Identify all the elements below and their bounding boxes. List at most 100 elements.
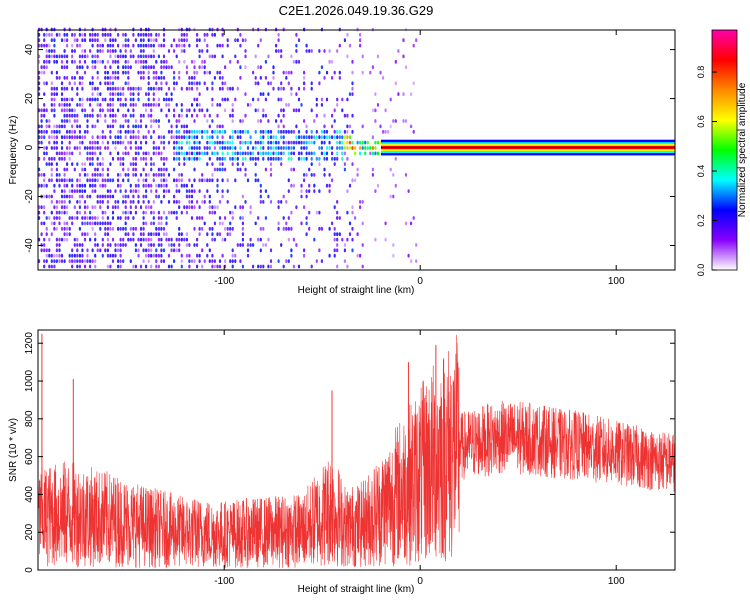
spectrogram-cell [122, 92, 125, 96]
spectrogram-cell [259, 237, 262, 242]
spectrogram-cell [122, 237, 125, 242]
spectrogram-cell [361, 124, 364, 129]
spectrogram-cell [81, 140, 84, 145]
spectrogram-cell [71, 221, 74, 226]
spectrogram-cell [91, 183, 94, 188]
spectrogram-cell [66, 167, 69, 172]
spectrogram-cell [272, 65, 275, 70]
spectrogram-cell [157, 183, 160, 188]
spectrogram-cell [282, 151, 285, 156]
spectrogram-cell [300, 103, 303, 107]
spectrogram-cell [53, 221, 56, 226]
spectrogram-cell [180, 108, 183, 113]
spectrogram-cell [305, 173, 308, 177]
spectrogram-cell [157, 54, 160, 59]
spectrogram-cell [81, 216, 84, 220]
spectrogram-cell [224, 108, 227, 113]
spectrogram-cell [152, 86, 155, 91]
spectrogram-cell [211, 86, 214, 91]
spectrogram-cell [71, 248, 74, 253]
spectrogram-cell [231, 113, 234, 118]
spectrogram-cell [106, 264, 109, 269]
spectrogram-cell [178, 59, 181, 64]
spectrogram-cell [333, 162, 336, 166]
spectrogram-cell [310, 135, 313, 140]
spectrogram-cell [81, 162, 84, 166]
spectrogram-cell [134, 156, 137, 161]
spectrogram-cell [203, 70, 206, 75]
spectrogram-cell [101, 156, 104, 161]
spectrogram-cell [58, 253, 61, 258]
spectrogram-cell [147, 243, 150, 247]
spectrogram-cell [73, 119, 76, 123]
spectrogram-cell [290, 140, 293, 145]
spectrogram-cell [53, 124, 56, 129]
spectrogram-cell [111, 205, 115, 210]
spectrogram-cell [96, 167, 99, 172]
spectrogram-cell [287, 103, 290, 107]
spectrogram-cell [89, 183, 92, 188]
spectrogram-cell [38, 156, 41, 161]
spectrogram-cell [290, 146, 293, 150]
spectrogram-cell [66, 205, 69, 210]
spectrogram-cell [58, 178, 61, 183]
spectrogram-cell [38, 183, 41, 188]
spectrogram-cell [262, 243, 265, 247]
spectrogram-cell [94, 216, 97, 220]
spectrogram-cell [155, 253, 158, 258]
spectrogram-cell [71, 59, 74, 64]
spectrogram-cell [106, 43, 109, 48]
spectrogram-cell [78, 140, 81, 145]
spectrogram-cell [231, 259, 234, 263]
spectrogram-cell [68, 232, 71, 237]
spectrogram-cell [203, 151, 206, 156]
spectrogram-cell [346, 97, 349, 102]
spectrogram-cell [160, 70, 163, 75]
spectrogram-cell [193, 259, 196, 263]
spectrogram-cell [231, 264, 234, 269]
spectrogram-cell [392, 243, 395, 247]
spectrogram-cell [269, 248, 273, 253]
spectrogram-cell [55, 259, 58, 263]
spectrogram-cell [234, 38, 237, 43]
spectrogram-cell [211, 103, 214, 107]
spectrogram-cell [188, 200, 191, 204]
spectrogram-cell [203, 32, 206, 37]
spectrogram-cell [106, 237, 109, 242]
colorbar-label: Normalized spectral amplitude [737, 82, 748, 217]
spectrogram-cell [275, 49, 278, 53]
spectrogram-cell [68, 151, 71, 156]
spectrogram-cell [78, 135, 81, 140]
spectrogram-cell [351, 129, 354, 134]
spectrogram-cell [188, 135, 191, 140]
spectrogram-cell [254, 129, 257, 134]
spectrogram-cell [81, 97, 84, 102]
spectrogram-cell [173, 146, 176, 150]
spectrogram-cell [185, 243, 188, 247]
spectrogram-cell [211, 54, 214, 59]
spectrogram-cell [127, 59, 130, 64]
spectrogram-cell [231, 103, 234, 107]
spectrogram-cell [218, 129, 222, 134]
spectrogram-cell [150, 189, 153, 193]
spectrogram-cell [211, 162, 214, 166]
spectrogram-cell [208, 210, 211, 215]
spectrogram-cell [300, 221, 303, 226]
spectrogram-cell [124, 173, 127, 177]
spectrogram-cell [371, 151, 374, 156]
spectrogram-cell [104, 210, 107, 215]
spectrogram-cell [162, 173, 166, 177]
spectrogram-cell [55, 216, 58, 220]
figure-title: C2E1.2026.049.19.36.G29 [279, 3, 434, 18]
spectrogram-cell [198, 92, 201, 96]
spectrogram-cell [170, 92, 173, 96]
spectrogram-cell [282, 135, 285, 140]
spectrogram-cell [66, 54, 69, 59]
spectrogram-cell [196, 146, 199, 150]
spectrogram-cell [99, 81, 102, 86]
spectrogram-cell [315, 135, 318, 140]
spectrogram-cell [190, 81, 194, 86]
spectrogram-cell [71, 32, 74, 37]
spectrogram-cell [38, 38, 41, 43]
spectrogram-cell [392, 173, 395, 177]
